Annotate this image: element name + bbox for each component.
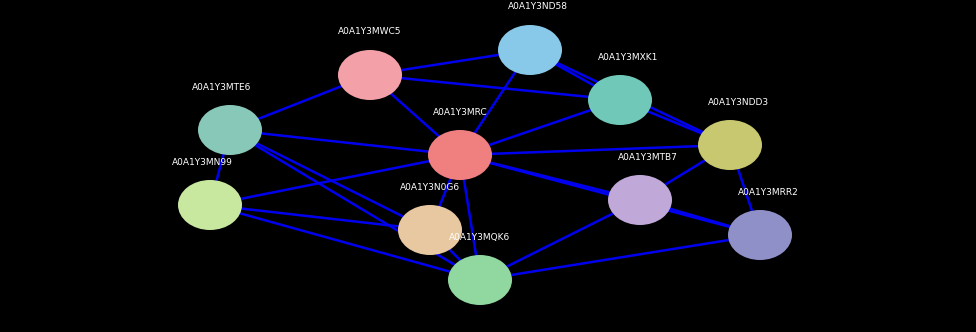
Ellipse shape (698, 120, 762, 170)
Ellipse shape (428, 130, 492, 180)
Ellipse shape (198, 105, 262, 155)
Text: A0A1Y3MRC: A0A1Y3MRC (432, 108, 487, 117)
Text: A0A1Y3MWC5: A0A1Y3MWC5 (339, 27, 402, 36)
Ellipse shape (498, 25, 562, 75)
Text: A0A1Y3MTE6: A0A1Y3MTE6 (192, 83, 252, 92)
Text: A0A1Y3MRR2: A0A1Y3MRR2 (738, 188, 798, 197)
Text: A0A1Y3NDD3: A0A1Y3NDD3 (708, 98, 768, 107)
Text: A0A1Y3ND58: A0A1Y3ND58 (508, 2, 568, 11)
Ellipse shape (588, 75, 652, 125)
Ellipse shape (608, 175, 672, 225)
Ellipse shape (338, 50, 402, 100)
Text: A0A1Y3MTB7: A0A1Y3MTB7 (618, 153, 678, 162)
Text: A0A1Y3MQK6: A0A1Y3MQK6 (449, 233, 510, 242)
Text: A0A1Y3N0G6: A0A1Y3N0G6 (400, 183, 460, 192)
Ellipse shape (728, 210, 792, 260)
Ellipse shape (398, 205, 462, 255)
Ellipse shape (448, 255, 512, 305)
Text: A0A1Y3MXK1: A0A1Y3MXK1 (598, 53, 658, 62)
Ellipse shape (178, 180, 242, 230)
Text: A0A1Y3MN99: A0A1Y3MN99 (172, 158, 232, 167)
